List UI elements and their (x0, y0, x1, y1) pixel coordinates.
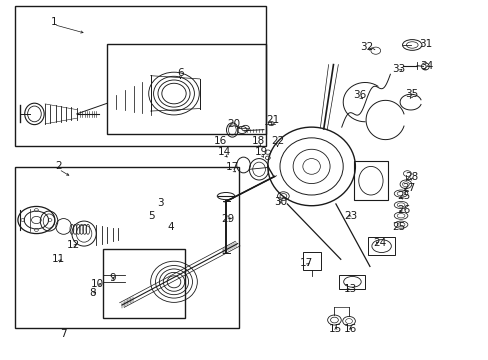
Text: 15: 15 (328, 324, 342, 334)
Text: 13: 13 (343, 284, 356, 294)
Text: 17: 17 (225, 162, 239, 172)
Text: 3: 3 (157, 198, 164, 208)
Text: 35: 35 (405, 89, 418, 99)
Text: 30: 30 (274, 197, 287, 207)
Text: 12: 12 (66, 240, 80, 250)
Text: 20: 20 (227, 118, 240, 129)
Text: 7: 7 (60, 329, 67, 339)
Bar (353, 161, 387, 201)
Text: 18: 18 (251, 136, 264, 147)
Text: 32: 32 (360, 42, 373, 52)
Text: 5: 5 (147, 211, 154, 221)
Text: 22: 22 (270, 136, 284, 147)
Text: 36: 36 (353, 90, 366, 100)
Bar (107, 44, 266, 134)
Bar (339, 275, 365, 289)
Text: 11: 11 (52, 254, 65, 264)
Text: 16: 16 (214, 136, 227, 147)
Text: 1: 1 (50, 17, 57, 27)
Text: 8: 8 (89, 288, 96, 297)
Text: 17: 17 (300, 258, 313, 268)
Text: 25: 25 (397, 191, 410, 201)
Text: 29: 29 (221, 213, 234, 224)
Text: 6: 6 (177, 68, 183, 78)
Text: 25: 25 (392, 222, 405, 232)
Text: 10: 10 (91, 279, 104, 289)
Bar (302, 252, 321, 270)
Text: 16: 16 (343, 324, 356, 334)
Text: 21: 21 (265, 115, 279, 125)
Text: 14: 14 (217, 147, 230, 157)
Text: 23: 23 (343, 211, 356, 221)
Text: 2: 2 (55, 161, 62, 171)
Text: 31: 31 (418, 39, 431, 49)
Text: 27: 27 (402, 183, 415, 193)
Text: 26: 26 (397, 205, 410, 215)
Bar (102, 249, 185, 318)
Text: 24: 24 (372, 238, 386, 248)
Text: 34: 34 (419, 62, 432, 71)
Bar (15, 167, 238, 328)
Text: 19: 19 (254, 147, 267, 157)
Text: 4: 4 (167, 222, 174, 232)
Text: 9: 9 (109, 273, 115, 283)
Bar (15, 6, 266, 146)
Text: 28: 28 (405, 172, 418, 182)
Text: 33: 33 (392, 64, 405, 73)
Bar (368, 237, 394, 255)
